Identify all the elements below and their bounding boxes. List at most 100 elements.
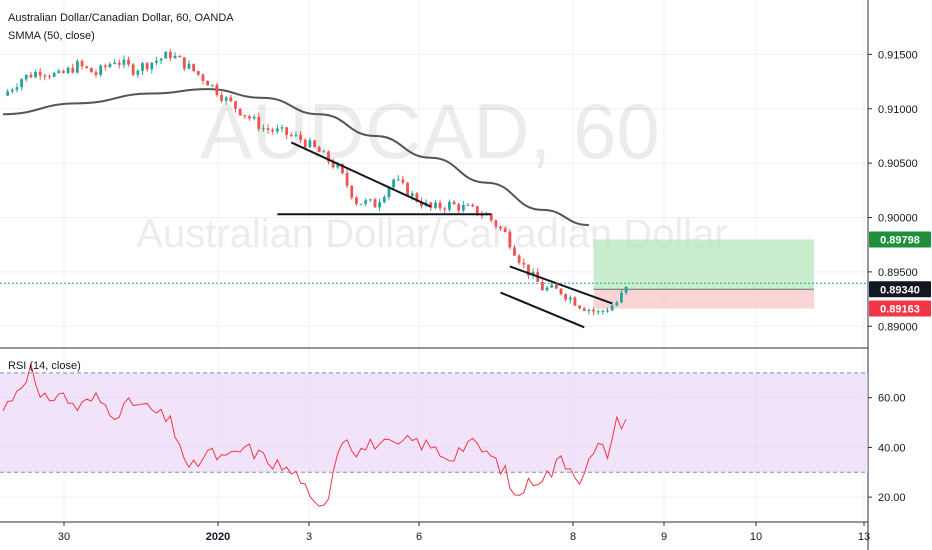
candle-body: [299, 134, 302, 140]
candle-body: [499, 226, 502, 229]
candle-body: [517, 255, 521, 263]
candle-body: [364, 200, 368, 204]
candle-body: [554, 284, 558, 289]
candle-body: [373, 199, 377, 208]
candle-body: [122, 59, 126, 65]
time-tick-label: 3: [306, 531, 312, 543]
rsi-band: [0, 372, 868, 473]
candle-body: [559, 288, 563, 295]
candle-body: [475, 206, 479, 215]
candle-body: [434, 202, 437, 208]
time-tick-label: 13: [858, 531, 870, 543]
candle-body: [489, 214, 493, 221]
time-axis[interactable]: 30 2020 3 6 8 9 10 13: [58, 522, 870, 543]
candle-body: [541, 281, 544, 291]
smma-indicator-label[interactable]: SMMA (50, close): [8, 30, 95, 42]
candle-body: [66, 67, 70, 73]
price-tick-label: 0.91500: [878, 49, 918, 61]
candle-body: [294, 134, 298, 136]
candle-body: [466, 204, 470, 206]
price-tag-current-label: 0.89340: [880, 284, 920, 296]
price-tag-target: [869, 231, 931, 248]
candle-body: [89, 67, 93, 73]
candle-body: [396, 179, 400, 181]
candle-body: [582, 308, 586, 311]
candle-body: [350, 185, 354, 198]
candle-body: [461, 204, 465, 211]
candle-body: [550, 284, 554, 288]
candle-body: [62, 70, 65, 73]
candle-body: [480, 214, 484, 216]
candle-body: [378, 202, 382, 208]
candle-body: [127, 59, 130, 65]
candle-body: [624, 286, 628, 293]
position-zones[interactable]: [593, 239, 814, 309]
candle-body: [141, 63, 144, 71]
price-tick-label: 0.90500: [878, 158, 918, 170]
price-axis[interactable]: 0.91500 0.91000 0.90500 0.90000 0.89500 0.890…: [868, 49, 918, 333]
candle-body: [368, 199, 372, 201]
candle-body: [382, 197, 386, 203]
candle-body: [285, 127, 289, 135]
candle-body: [150, 62, 154, 70]
trendline-channel-upper[interactable]: [509, 265, 613, 305]
price-tag-stop: [869, 300, 931, 317]
candle-body: [494, 220, 498, 227]
candle-body: [527, 264, 530, 276]
candle-body: [192, 63, 196, 72]
trendlines[interactable]: [277, 141, 613, 329]
trendline-channel-lower[interactable]: [500, 291, 585, 329]
candle-body: [452, 201, 456, 205]
candle-body: [271, 129, 275, 132]
candle-body: [229, 97, 233, 102]
candle-body: [289, 134, 293, 136]
candle-body: [85, 66, 89, 68]
candle-body: [438, 202, 442, 209]
target-zone[interactable]: [593, 239, 814, 290]
candle-body: [587, 309, 591, 311]
price-tick-label: 0.89000: [878, 321, 918, 333]
candle-body: [38, 71, 42, 76]
candle-body: [99, 65, 103, 75]
candle-body: [531, 271, 535, 276]
candle-body: [159, 58, 163, 61]
candle-body: [573, 297, 577, 306]
rsi-indicator-label[interactable]: RSI (14, close): [8, 360, 81, 372]
candle-body: [10, 89, 14, 92]
candle-body: [117, 62, 121, 65]
candle-body: [169, 51, 172, 59]
candle-body: [327, 151, 330, 162]
candle-body: [48, 76, 51, 78]
rsi-tick-label: 20.00: [878, 492, 906, 504]
candle-body: [606, 310, 609, 312]
watermark-ticker: AUDCAD, 60: [200, 87, 659, 175]
trendline-flag-upper[interactable]: [290, 141, 432, 208]
candle-body: [420, 201, 423, 206]
candle-body: [187, 63, 191, 69]
symbol-title[interactable]: Australian Dollar/Canadian Dollar, 60, O…: [8, 12, 234, 24]
candle-body: [410, 193, 414, 197]
candle-body: [178, 55, 182, 58]
candle-body: [71, 67, 75, 73]
time-tick-label: 2020: [206, 531, 230, 543]
candle-body: [341, 164, 344, 174]
candle-body: [387, 187, 391, 198]
candle-body: [429, 202, 433, 208]
candle-body: [196, 71, 200, 75]
candle-body: [252, 116, 256, 119]
candle-body: [592, 309, 595, 312]
candle-body: [401, 179, 405, 183]
candle-body: [182, 57, 186, 69]
candle-body: [234, 101, 237, 109]
candle-body: [610, 305, 614, 311]
candle-body: [243, 115, 247, 117]
time-tick-label: 6: [416, 531, 422, 543]
candle-body: [322, 151, 326, 153]
stop-zone[interactable]: [593, 289, 814, 309]
candle-body: [313, 140, 316, 148]
rsi-axis[interactable]: 60.00 40.00 20.00: [868, 393, 906, 504]
candle-body: [173, 55, 177, 59]
candle-body: [145, 63, 149, 70]
candle-body: [503, 228, 507, 233]
